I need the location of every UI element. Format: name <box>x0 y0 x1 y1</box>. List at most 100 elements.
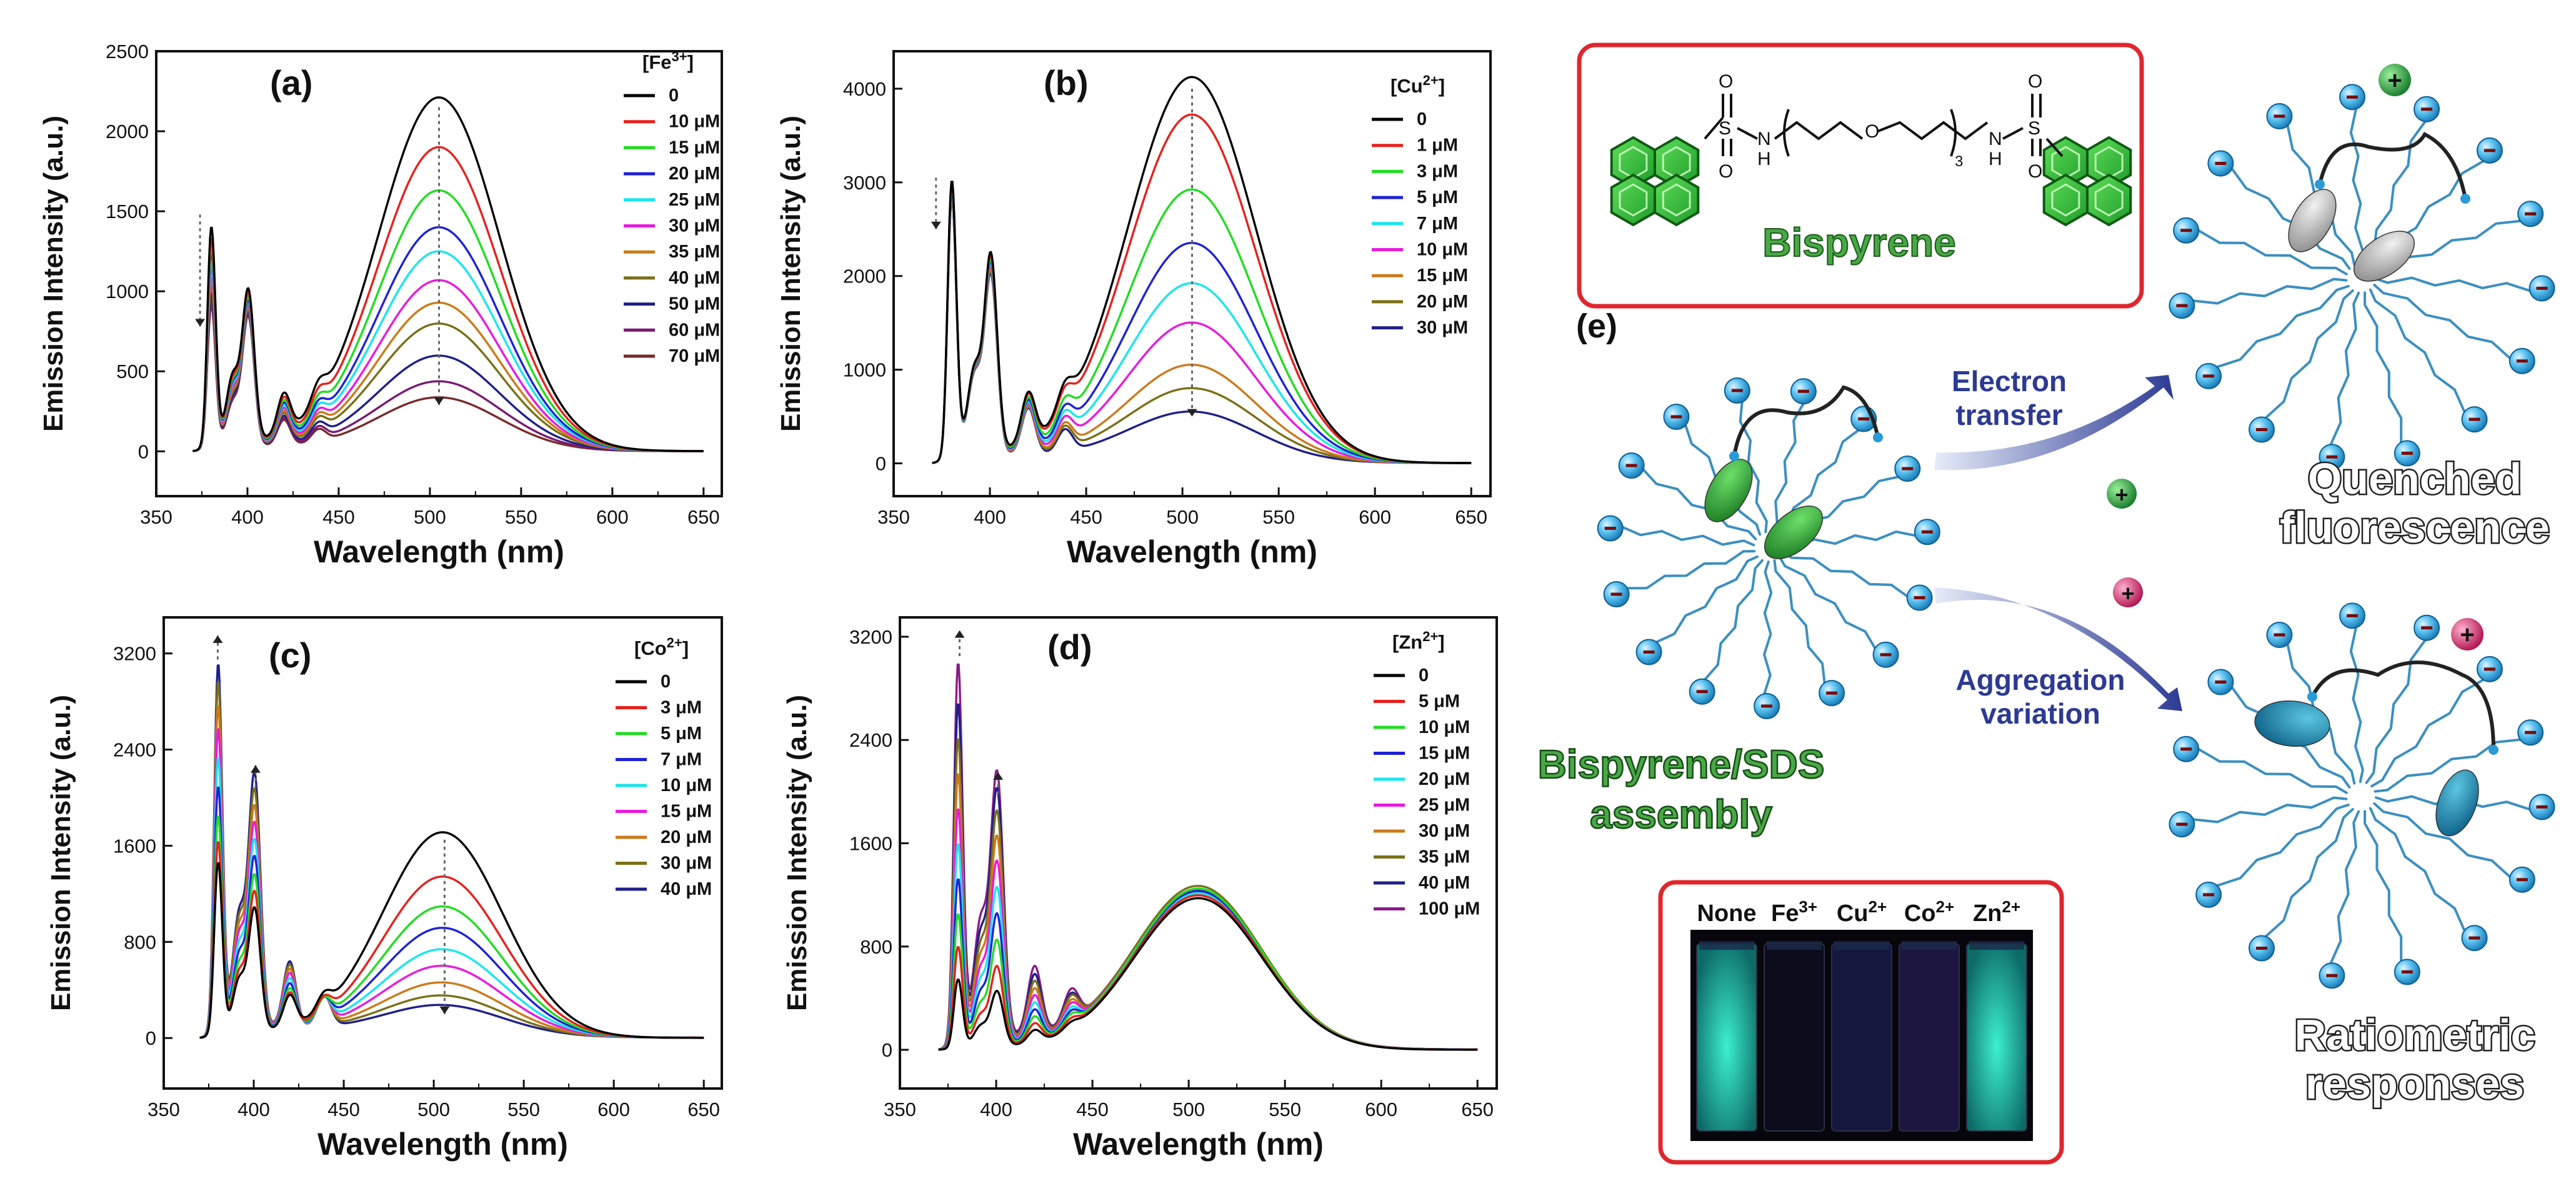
legend-label: 15 μM <box>661 802 712 822</box>
x-tick-label: 400 <box>980 1099 1012 1120</box>
surfactant-tail <box>2373 283 2524 362</box>
legend-label: 60 μM <box>669 320 720 340</box>
headgroup-icon <box>2394 959 2420 985</box>
legend: [Zn2+] 0 5 μM 10 μM 15 μM 20 μM 25 μM 30 μM 35 μ… <box>1374 629 1480 919</box>
pyrene-right-icon <box>2042 136 2132 227</box>
surfactant-tail <box>1773 559 1834 695</box>
headgroup-icon <box>2509 347 2535 374</box>
chart-panel-b: 350 400 450 500 550 600 650 0 1000 2000 3000 4000 Wa… <box>776 50 1492 569</box>
cuvette-2 <box>1831 943 1892 1132</box>
headgroup-icon <box>1663 404 1690 431</box>
surfactant-tail <box>2364 810 2409 974</box>
y-tick-label: 1600 <box>113 835 156 857</box>
legend-label: 0 <box>1417 109 1427 129</box>
headgroup-icon <box>2266 103 2293 130</box>
trend-arrowhead-icon <box>1187 409 1197 417</box>
electron-transfer-label-2: transfer <box>1955 399 2062 431</box>
headgroup-icon <box>2195 362 2222 389</box>
assembly-label-1: Bispyrene/SDS <box>1538 742 1825 787</box>
cuvette-label: None <box>1697 900 1757 927</box>
surfactant-tail <box>1781 550 1921 599</box>
headgroup-icon <box>2173 217 2200 244</box>
y-tick-label: 2000 <box>106 121 149 142</box>
y-tick-label: 2400 <box>849 729 892 751</box>
legend-title: [Zn2+] <box>1392 629 1445 653</box>
y-tick-label: 2000 <box>843 266 886 287</box>
y-tick-label: 0 <box>876 453 886 475</box>
chart-panel-c: 350 400 450 500 550 600 650 0 800 1600 2400 3200 Wav… <box>46 616 723 1162</box>
legend-title: [Co2+] <box>634 635 689 659</box>
surfactant-tail <box>2365 107 2429 266</box>
linker-structure <box>1704 94 2064 157</box>
series-line-0 <box>938 897 1478 1051</box>
surfactant-tail <box>1647 555 1759 654</box>
y-axis-label: Emission Intensity (a.u.) <box>776 116 806 432</box>
cuvette-row <box>1696 941 2027 1132</box>
atom-o-1: O <box>1719 71 1733 92</box>
y-tick-label: 1000 <box>106 281 149 302</box>
x-tick-label: 450 <box>1076 1099 1109 1120</box>
pyrene-unit-icon <box>2254 700 2330 747</box>
headgroup-icon <box>1618 452 1645 479</box>
electron-transfer-label-1: Electron <box>1952 365 2067 397</box>
cation-magenta-icon: + <box>2451 618 2484 650</box>
y-tick-label: 2400 <box>113 739 156 761</box>
x-tick-label: 350 <box>884 1099 916 1120</box>
legend-label: 0 <box>669 86 679 106</box>
headgroup-icon <box>2173 735 2200 762</box>
legend-label: 10 μM <box>1419 717 1470 737</box>
legend: [Fe3+] 0 10 μM 15 μM 20 μM 25 μM 30 μM 35 μM 40 … <box>624 49 720 366</box>
atom-h-2: H <box>1989 149 2002 169</box>
headgroup-icon <box>2266 622 2293 649</box>
headgroup-icon <box>1635 639 1662 665</box>
legend-label: 15 μM <box>1419 744 1470 764</box>
atom-o-4: O <box>2028 161 2042 182</box>
headgroup-icon <box>2339 84 2366 111</box>
legend-label: 20 μM <box>669 164 720 184</box>
headgroup-icon <box>2414 96 2440 122</box>
x-tick-label: 600 <box>596 506 629 528</box>
svg-text:+: + <box>2460 621 2474 649</box>
headgroup-icon <box>2461 925 2488 952</box>
legend-label: 30 μM <box>1417 318 1468 338</box>
ratiometric-label-1: Ratiometric <box>2294 1010 2535 1059</box>
pyrene-unit-icon <box>2288 189 2337 252</box>
headgroup-icon <box>1872 641 1899 668</box>
legend-label: 15 μM <box>669 137 720 157</box>
aggregation-label-1: Aggregation <box>1956 664 2125 696</box>
x-tick-label: 500 <box>1166 506 1199 528</box>
headgroup-icon <box>2529 794 2555 820</box>
headgroup-icon <box>2319 444 2345 471</box>
structure-frame <box>1577 42 2144 309</box>
panel-label: (c) <box>269 635 311 675</box>
trend-arrowhead-icon <box>195 319 206 327</box>
y-tick-label: 0 <box>882 1039 892 1061</box>
legend-title: [Fe3+] <box>642 49 694 73</box>
x-tick-label: 600 <box>1359 506 1391 528</box>
headgroup-icon <box>2169 292 2195 319</box>
legend: [Cu2+] 0 1 μM 3 μM 5 μM 7 μM 10 μM 15 μM 20 μM 30… <box>1372 72 1468 338</box>
headgroup-icon <box>2207 150 2234 177</box>
y-tick-label: 800 <box>124 931 156 953</box>
x-tick-label: 500 <box>1172 1099 1205 1120</box>
repeat-subscript: 3 <box>1955 153 1963 170</box>
legend-label: 0 <box>1419 665 1429 685</box>
pyrene-unit-icon <box>1704 459 1753 522</box>
y-tick-label: 3000 <box>843 172 886 194</box>
surfactant-tail <box>2219 162 2351 270</box>
y-tick-label: 3200 <box>113 643 156 665</box>
legend-label: 50 μM <box>669 294 720 314</box>
surfactant-tail <box>2364 291 2409 455</box>
atom-h-1: H <box>1757 149 1771 169</box>
headgroup-icon <box>2207 669 2234 695</box>
surfactant-tail <box>2369 288 2476 421</box>
anchor-dot <box>2489 745 2499 755</box>
surfactant-tail <box>2373 802 2524 881</box>
atom-n-1: N <box>1757 129 1771 149</box>
y-tick-label: 0 <box>138 441 149 462</box>
legend-label: 7 μM <box>1417 214 1458 234</box>
cuvette-1 <box>1764 943 1825 1132</box>
trend-arrowhead-icon <box>954 630 965 638</box>
surfactant-tail <box>1700 559 1764 693</box>
